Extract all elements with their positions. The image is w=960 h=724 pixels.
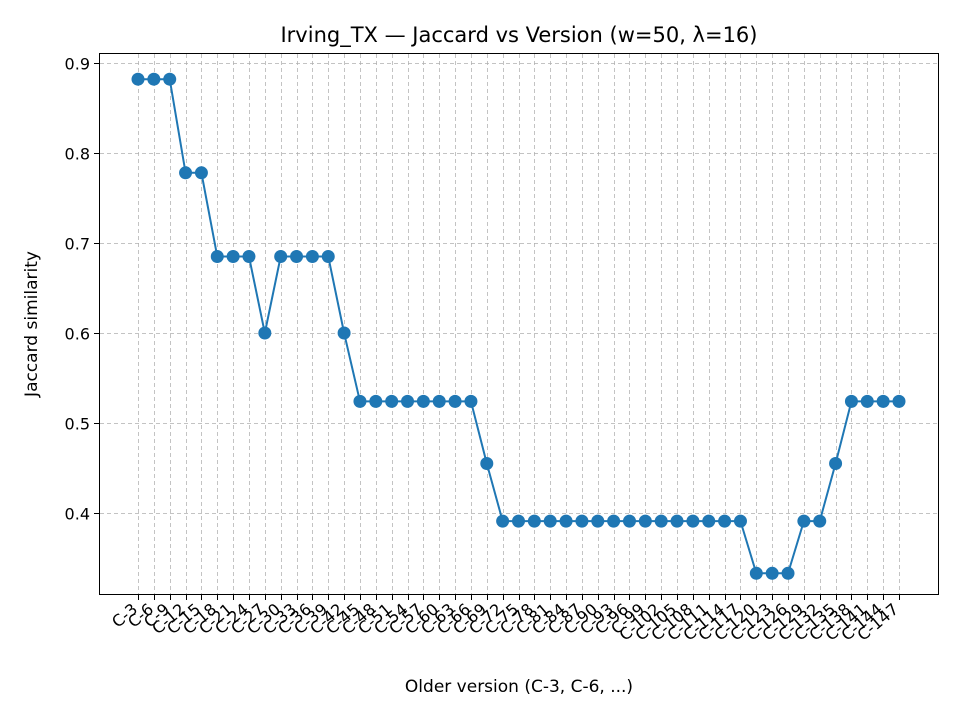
data-point (876, 394, 890, 408)
data-point (163, 72, 177, 86)
grid-layer (100, 54, 938, 594)
data-point (591, 514, 605, 528)
data-point (527, 514, 541, 528)
data-point (813, 514, 827, 528)
data-point (369, 394, 383, 408)
data-point (829, 457, 843, 470)
data-point (749, 566, 763, 580)
data-point (860, 394, 874, 408)
data-point (480, 457, 494, 470)
data-point (131, 72, 145, 86)
data-point (765, 566, 779, 580)
data-point (401, 394, 415, 408)
data-point (337, 326, 351, 340)
data-point (226, 250, 240, 263)
data-point (147, 72, 161, 86)
data-point (797, 514, 811, 528)
data-point (194, 166, 208, 180)
data-point (321, 250, 335, 263)
data-point (512, 514, 525, 528)
data-point (179, 166, 193, 180)
data-point (670, 514, 684, 528)
data-point (496, 514, 510, 528)
data-point (274, 250, 288, 263)
data-point (543, 514, 557, 528)
data-point (686, 514, 700, 528)
series-layer (131, 72, 906, 580)
y-tick-label: 0.8 (65, 145, 90, 164)
y-tick-label: 0.6 (65, 325, 90, 344)
y-axis-label: Jaccard similarity (22, 251, 42, 398)
data-point (654, 514, 668, 528)
y-tick-label: 0.9 (65, 55, 90, 74)
data-point (844, 394, 858, 408)
data-point (464, 394, 478, 408)
data-point (290, 250, 304, 263)
x-axis-label: Older version (C-3, C-6, ...) (405, 677, 633, 697)
plot-frame (99, 53, 939, 595)
data-point (448, 394, 462, 408)
data-point (575, 514, 589, 528)
y-axis-ticks: 0.4 0.5 0.6 0.7 0.8 0.9 (65, 55, 100, 524)
data-point (702, 514, 716, 528)
data-point (385, 394, 399, 408)
data-point (242, 250, 256, 263)
data-point (892, 394, 906, 408)
y-tick-label: 0.5 (65, 415, 90, 434)
data-point (432, 394, 446, 408)
data-point (210, 250, 224, 263)
data-point (258, 326, 272, 340)
data-point (607, 514, 621, 528)
chart-title: Irving_TX — Jaccard vs Version (w=50, λ=… (280, 23, 757, 48)
y-tick-label: 0.4 (65, 505, 90, 524)
data-point (416, 394, 430, 408)
data-point (781, 566, 795, 580)
data-point (638, 514, 652, 528)
data-point (559, 514, 573, 528)
data-point (718, 514, 732, 528)
data-point (353, 394, 367, 408)
data-point (733, 514, 747, 528)
y-tick-label: 0.7 (65, 235, 90, 254)
data-point (305, 250, 319, 263)
data-point (622, 514, 636, 528)
